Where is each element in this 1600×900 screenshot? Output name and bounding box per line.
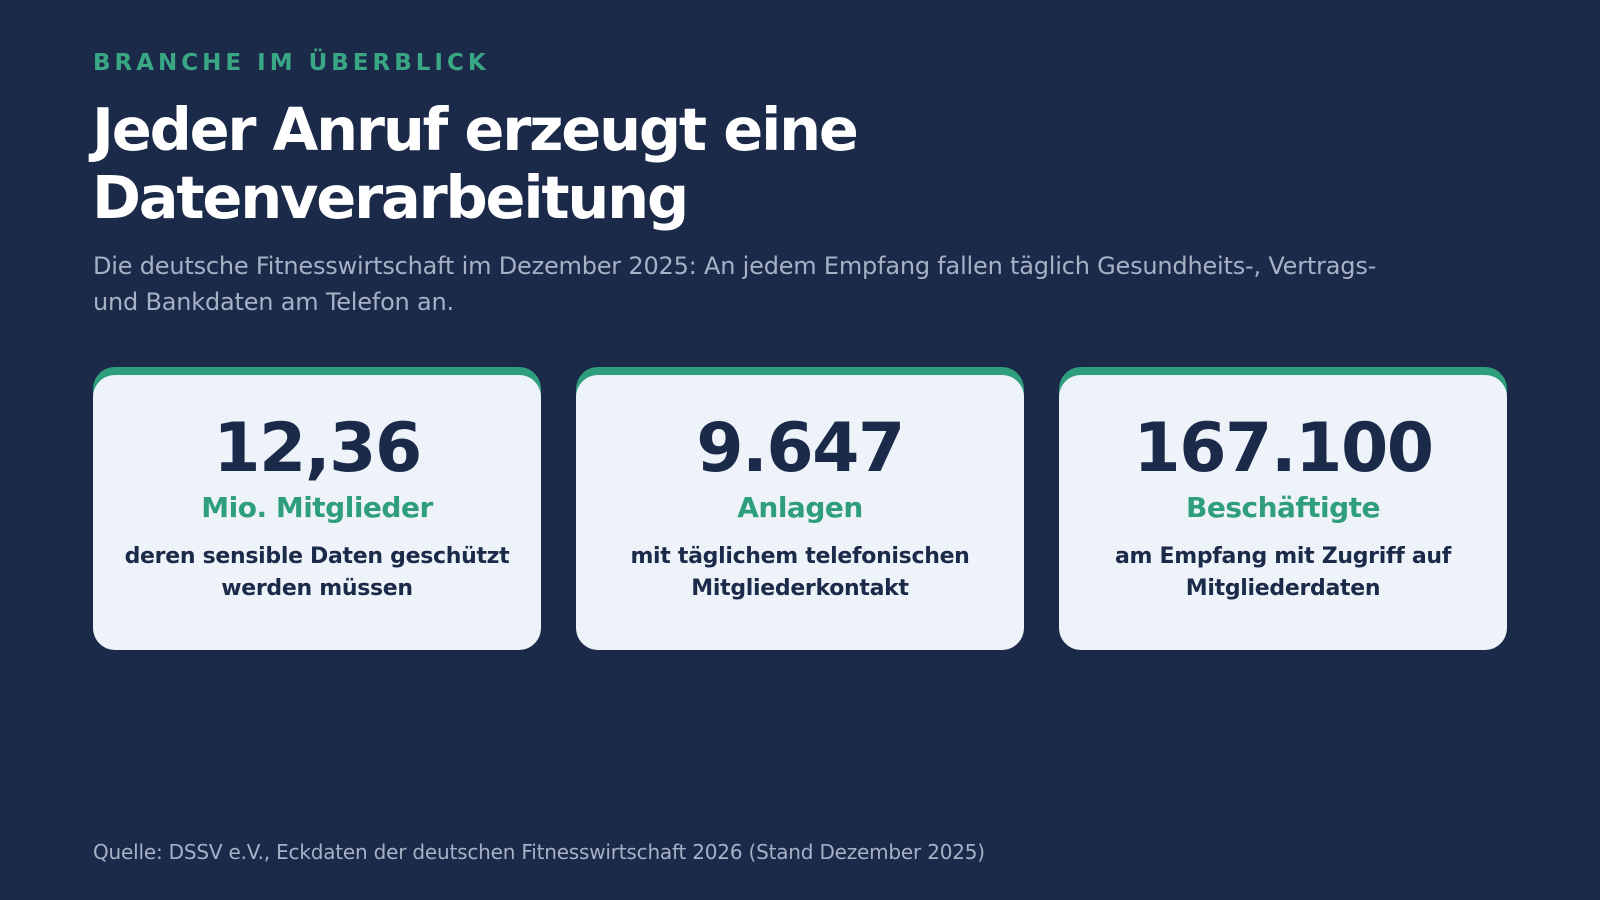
stat-value: 12,36 [213, 409, 422, 488]
source-note: Quelle: DSSV e.V., Eckdaten der deutsche… [93, 840, 985, 864]
stat-unit: Beschäftigte [1185, 491, 1381, 524]
page-title: Jeder Anruf erzeugt eine Datenverarbeitu… [92, 95, 859, 232]
stat-description: am Empfang mit Zugriff auf Mitgliederdat… [1114, 544, 1452, 601]
stat-card-members: 12,36 Mio. Mitglieder deren sensible Dat… [93, 375, 541, 650]
stat-description: deren sensible Daten geschützt werden mü… [124, 544, 510, 601]
stat-cards: 12,36 Mio. Mitglieder deren sensible Dat… [93, 375, 1507, 650]
stat-unit: Mio. Mitglieder [201, 491, 433, 524]
stat-card-employees: 167.100 Beschäftigte am Empfang mit Zugr… [1059, 375, 1507, 650]
stat-description: mit täglichem telefonischen Mitgliederko… [630, 544, 970, 601]
eyebrow-label: BRANCHE IM ÜBERBLICK [93, 50, 490, 76]
stat-unit: Anlagen [737, 491, 863, 524]
page-subtitle: Die deutsche Fitnesswirtschaft im Dezemb… [93, 252, 1377, 316]
stat-value: 9.647 [696, 409, 905, 488]
stat-value: 167.100 [1133, 409, 1434, 488]
stat-card-facilities: 9.647 Anlagen mit täglichem telefonische… [576, 375, 1024, 650]
